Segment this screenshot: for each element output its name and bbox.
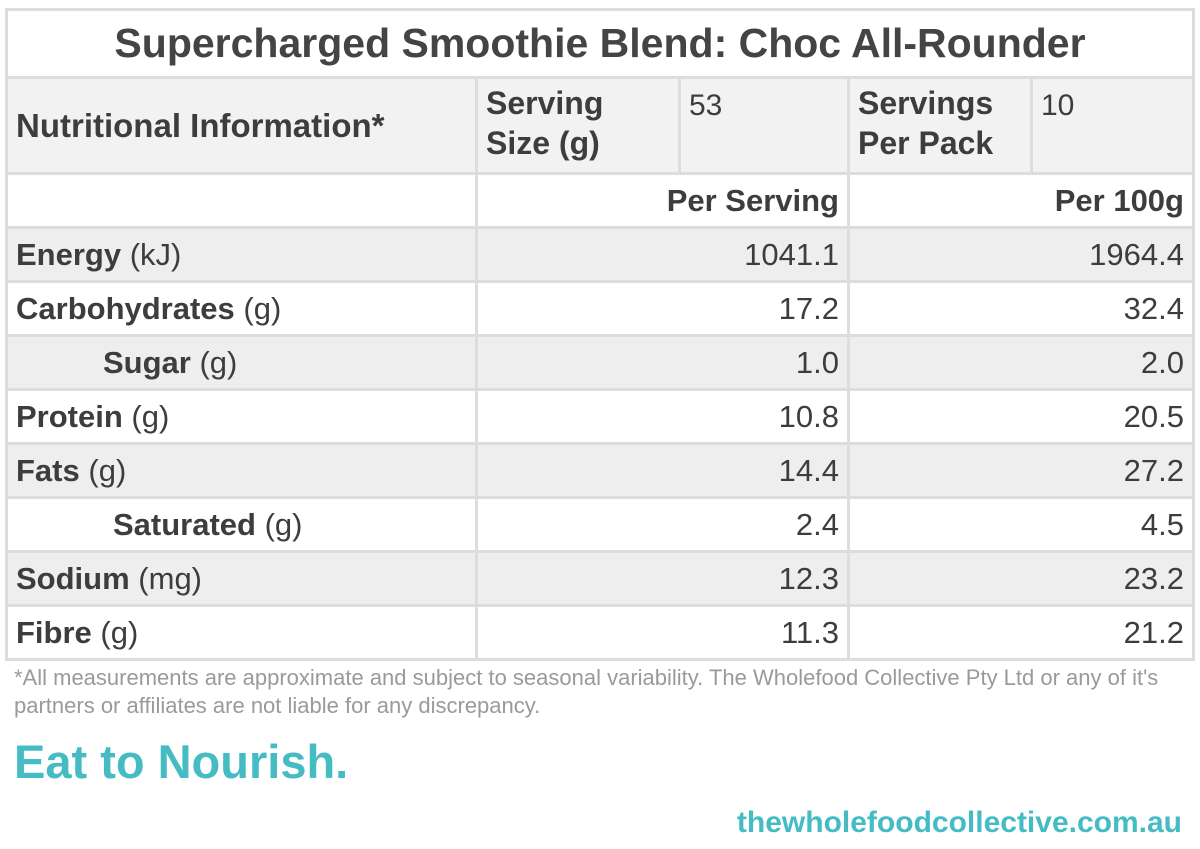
per-serving-value: 2.4 [475,496,850,553]
nutrient-label: Fibre (g) [5,604,478,661]
servings-per-pack-value: 10 [1030,76,1195,175]
nutrient-unit: (g) [199,344,238,380]
per-100g-value: 4.5 [847,496,1195,553]
nutrient-unit: (mg) [138,560,203,596]
per-serving-value: 1.0 [475,334,850,391]
serving-size-value: 53 [678,76,850,175]
per-serving-value: 12.3 [475,550,850,607]
serving-size-label: Serving Size (g) [475,76,681,175]
nutrient-label: Saturated (g) [5,496,478,553]
table-row-fats: Fats (g) 14.4 27.2 [5,442,1195,499]
disclaimer-text: *All measurements are approximate and su… [14,665,1159,718]
table-row-protein: Protein (g) 10.8 20.5 [5,388,1195,445]
table-row-fibre: Fibre (g) 11.3 21.2 [5,604,1195,661]
nutrient-unit: (kJ) [129,236,182,272]
nutritional-information-label: Nutritional Information* [5,76,478,175]
title-row: Supercharged Smoothie Blend: Choc All-Ro… [5,8,1195,79]
nutrient-unit: (g) [100,614,139,650]
nutrition-panel: Supercharged Smoothie Blend: Choc All-Ro… [5,8,1195,661]
table-row-carbohydrates: Carbohydrates (g) 17.2 32.4 [5,280,1195,337]
nutrient-unit: (g) [88,452,127,488]
nutrient-name: Sugar [103,344,191,380]
nutrient-unit: (g) [131,398,170,434]
per-100g-value: 1964.4 [847,226,1195,283]
per-serving-value: 14.4 [475,442,850,499]
nutrient-label: Protein (g) [5,388,478,445]
nutrient-label: Sugar (g) [5,334,478,391]
per-serving-value: 10.8 [475,388,850,445]
per-100g-value: 2.0 [847,334,1195,391]
per-serving-header: Per Serving [475,172,850,229]
nutrient-name: Fats [16,452,80,488]
nutrient-label: Carbohydrates (g) [5,280,478,337]
nutrient-label: Fats (g) [5,442,478,499]
per-100g-value: 21.2 [847,604,1195,661]
nutrient-unit: (g) [243,290,282,326]
nutrition-table: Supercharged Smoothie Blend: Choc All-Ro… [5,8,1195,661]
serving-size-label-line1: Serving [486,85,604,121]
column-header-row: Per Serving Per 100g [5,172,1195,229]
serving-size-label-line2: Size (g) [486,125,600,161]
per-serving-value: 1041.1 [475,226,850,283]
nutrient-name: Protein [16,398,123,434]
servings-per-pack-label: Servings Per Pack [847,76,1033,175]
servings-per-pack-label-line2: Per Pack [858,125,994,161]
nutrient-name: Saturated [113,506,256,542]
per-100g-header: Per 100g [847,172,1195,229]
serving-info-row: Nutritional Information* Serving Size (g)… [5,76,1195,175]
table-row-sugar: Sugar (g) 1.0 2.0 [5,334,1195,391]
per-100g-value: 23.2 [847,550,1195,607]
per-100g-value: 20.5 [847,388,1195,445]
product-title: Supercharged Smoothie Blend: Choc All-Ro… [5,8,1195,79]
per-100g-value: 27.2 [847,442,1195,499]
nutrient-name: Carbohydrates [16,290,235,326]
nutrient-label: Sodium (mg) [5,550,478,607]
nutrient-name: Energy [16,236,122,272]
per-serving-value: 11.3 [475,604,850,661]
nutrient-name: Fibre [16,614,92,650]
website-link[interactable]: thewholefoodcollective.com.au [736,806,1182,839]
empty-header-cell [5,172,478,229]
nutrient-label: Energy (kJ) [5,226,478,283]
servings-per-pack-label-line1: Servings [858,85,994,121]
per-serving-value: 17.2 [475,280,850,337]
slogan: Eat to Nourish. [14,735,349,788]
per-100g-value: 32.4 [847,280,1195,337]
nutrient-unit: (g) [264,506,303,542]
table-row-sodium: Sodium (mg) 12.3 23.2 [5,550,1195,607]
nutrient-name: Sodium [16,560,130,596]
table-row-energy: Energy (kJ) 1041.1 1964.4 [5,226,1195,283]
table-row-saturated: Saturated (g) 2.4 4.5 [5,496,1195,553]
